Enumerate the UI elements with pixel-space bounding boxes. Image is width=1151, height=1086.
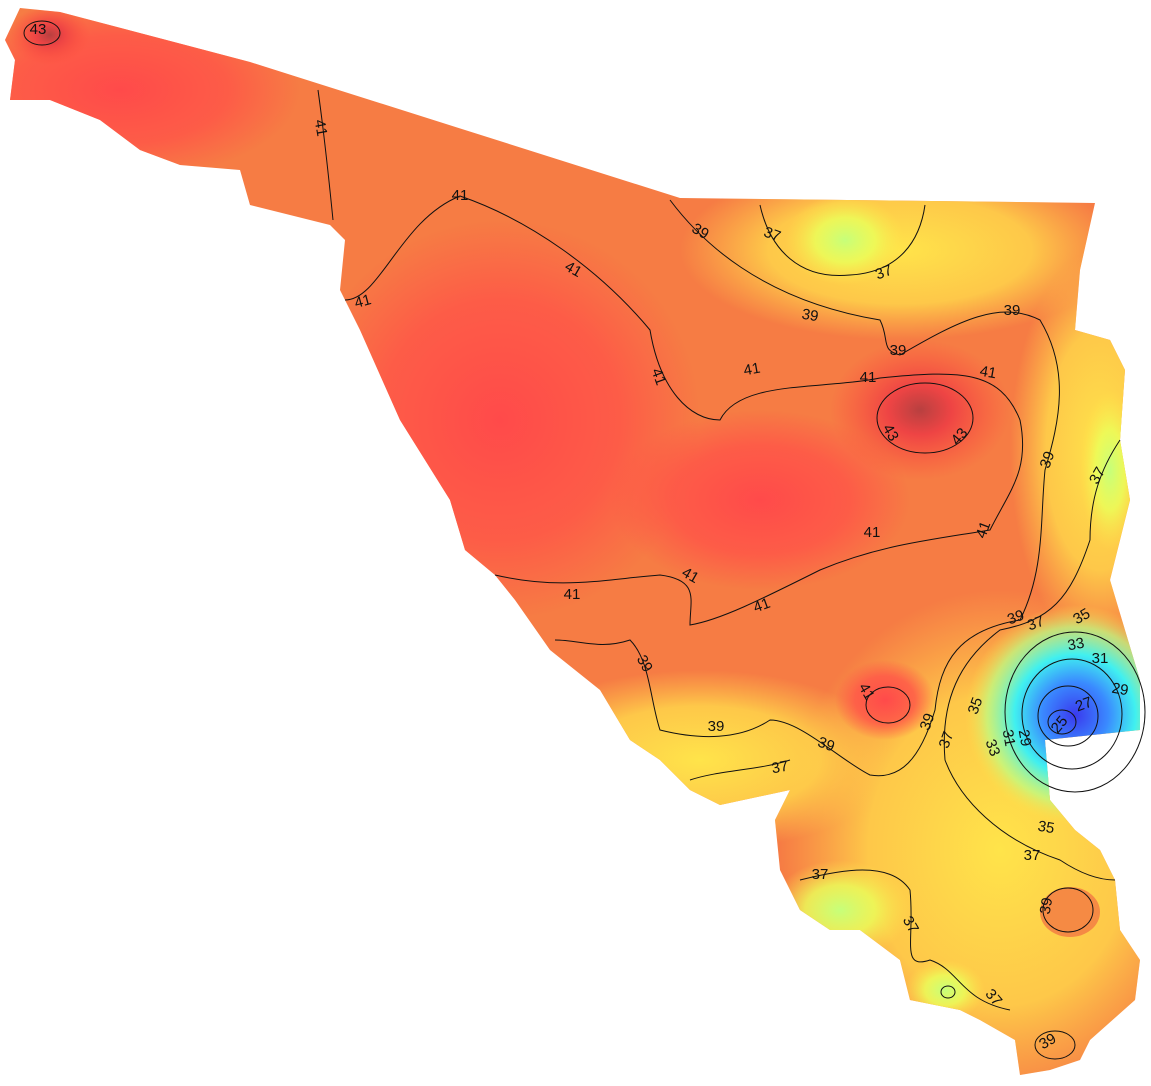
contour-label: 39 — [815, 734, 836, 756]
contour-label: 37 — [873, 262, 894, 284]
contour-label: 41 — [648, 366, 670, 387]
contour-label: 39 — [917, 711, 939, 732]
contour-label: 41 — [562, 258, 585, 281]
contour-label: 37 — [1025, 613, 1046, 635]
contour-label: 29 — [1015, 728, 1035, 747]
contour-label: 41 — [452, 187, 469, 204]
contour-label: 37 — [761, 224, 782, 246]
contour-label: 43 — [879, 421, 902, 444]
contour-label: 37 — [1024, 847, 1041, 864]
contour-label: 41 — [860, 369, 877, 386]
contour-label: 39 — [1037, 896, 1057, 915]
contour-label: 33 — [1066, 635, 1085, 655]
contour-label: 41 — [855, 680, 878, 703]
contour-label: 41 — [311, 118, 331, 137]
contour-lines — [23, 20, 1146, 1060]
contour-label: 39 — [689, 220, 712, 243]
contour-label: 41 — [742, 360, 761, 380]
contour-label: 41 — [751, 595, 772, 617]
contour-label: 41 — [864, 524, 881, 541]
contour-label: 29 — [1110, 680, 1129, 700]
contour-label: 41 — [353, 291, 374, 312]
contour-label: 37 — [770, 758, 789, 778]
contour-label: 41 — [679, 564, 702, 587]
contour-label: 39 — [1036, 1030, 1059, 1053]
contour-label: 39 — [1037, 449, 1059, 470]
contour-label: 35 — [1070, 605, 1093, 628]
contour-label: 41 — [978, 363, 997, 383]
contour-label: 33 — [982, 737, 1004, 758]
contour-label: 41 — [564, 586, 581, 603]
contour-label: 39 — [890, 342, 907, 359]
contour-label: 35 — [965, 695, 987, 716]
contour-label: 37 — [936, 729, 958, 750]
contour-label: 31 — [999, 728, 1019, 747]
contour-label: 31 — [1092, 650, 1109, 667]
contour-label: 35 — [1036, 818, 1055, 838]
contour-label: 39 — [800, 306, 819, 326]
contour-label: 37 — [1086, 464, 1109, 487]
contour-label: 41 — [973, 519, 995, 540]
contour-label: 37 — [899, 913, 922, 936]
contour-label: 39 — [708, 718, 725, 735]
contour-label: 39 — [633, 652, 656, 675]
contour-label: 39 — [1004, 302, 1021, 319]
contour-label: 43 — [30, 21, 47, 38]
contour-label: 37 — [812, 866, 829, 883]
contour-label: 27 — [1073, 694, 1094, 716]
contour-label: 39 — [1005, 607, 1026, 629]
